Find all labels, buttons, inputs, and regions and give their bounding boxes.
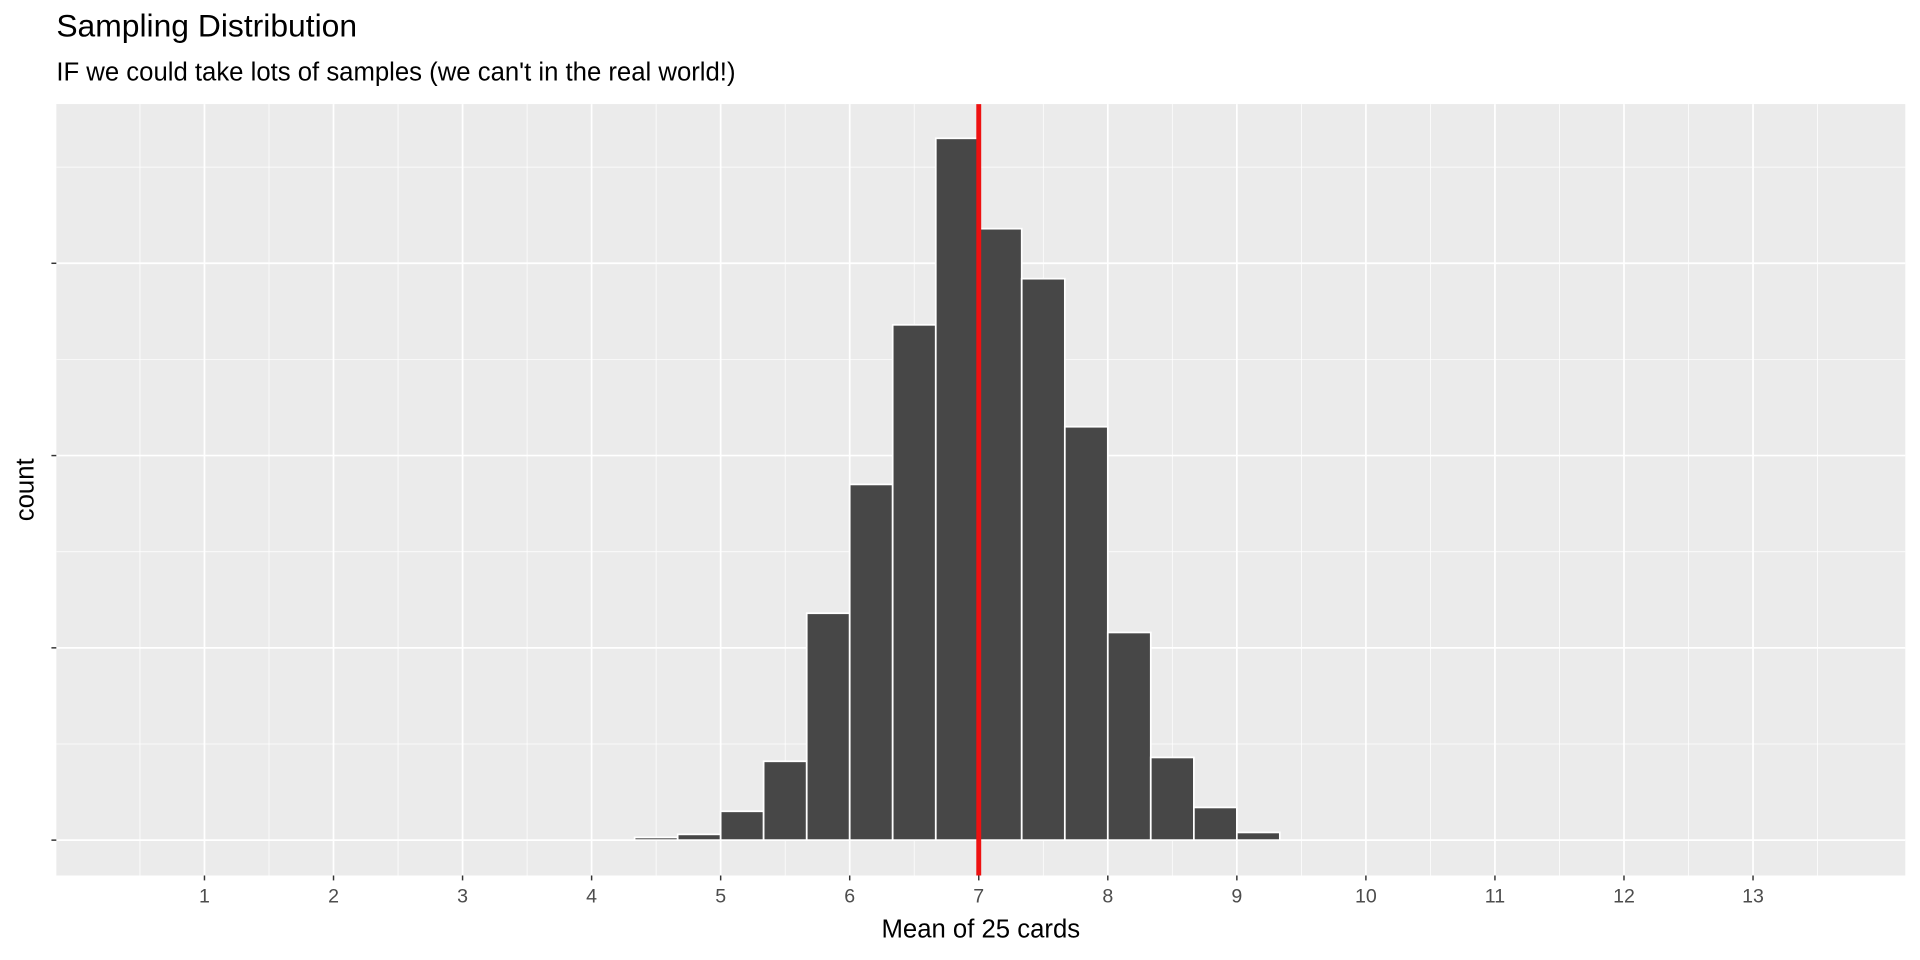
- marks: [633, 104, 1281, 876]
- bar: [676, 833, 722, 841]
- x-tick-label: 3: [457, 886, 468, 908]
- x-tick-label: 9: [1231, 886, 1242, 908]
- x-axis-label: Mean of 25 cards: [882, 915, 1081, 943]
- y-axis-label: count: [12, 458, 40, 521]
- bar: [1106, 631, 1152, 841]
- x-tick-label: 11: [1485, 886, 1505, 908]
- bar: [1149, 756, 1195, 841]
- bar: [848, 483, 894, 841]
- x-tick-label: 10: [1355, 886, 1377, 908]
- x-tick-label: 12: [1613, 886, 1635, 908]
- x-tick-label: 4: [586, 886, 597, 908]
- bar: [1193, 806, 1238, 841]
- bar: [1063, 425, 1109, 841]
- bar: [719, 810, 765, 841]
- chart-title: Sampling Distribution: [56, 8, 357, 44]
- x-tick-label: 7: [973, 886, 984, 908]
- x-tick-label: 1: [199, 886, 210, 908]
- bar: [1235, 831, 1281, 841]
- bar: [633, 836, 679, 841]
- bar: [934, 137, 980, 841]
- bar: [805, 612, 851, 841]
- x-tick-label: 8: [1102, 886, 1113, 908]
- x-tick-label: 13: [1742, 886, 1764, 908]
- x-tick-label: 5: [715, 886, 726, 908]
- bar: [1020, 277, 1066, 841]
- bar: [762, 760, 808, 841]
- chart-subtitle: IF we could take lots of samples (we can…: [56, 58, 735, 86]
- x-tick-label: 2: [328, 886, 339, 908]
- bar: [977, 227, 1023, 841]
- bar: [891, 323, 937, 841]
- x-tick-label: 6: [844, 886, 855, 908]
